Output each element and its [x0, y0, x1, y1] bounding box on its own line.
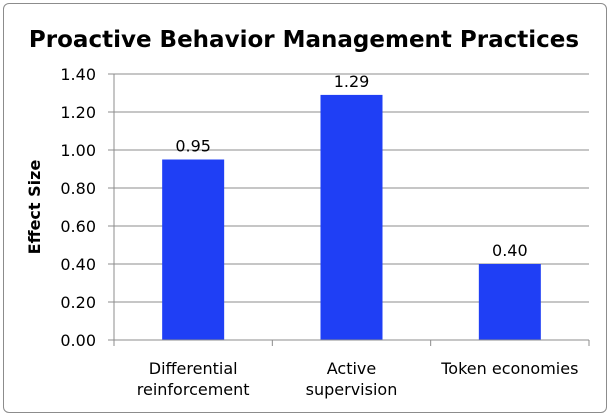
bar [478, 264, 541, 340]
y-tick-label: 0.40 [60, 255, 96, 274]
chart-title: Proactive Behavior Management Practices [29, 27, 579, 53]
chart-frame [3, 3, 607, 413]
y-tick-label: 0.60 [60, 217, 96, 236]
x-axis-categories: Differential reinforcement Active supervisi… [137, 359, 579, 399]
data-label: 1.29 [334, 72, 370, 91]
y-tick-label: 0.80 [60, 179, 96, 198]
data-label: 0.95 [175, 137, 211, 156]
category-label: Token economies [440, 359, 578, 378]
y-tick-label: 1.00 [60, 141, 96, 160]
data-label: 0.40 [492, 241, 528, 260]
category-label: Differential reinforcement [137, 359, 250, 399]
category-label: Active supervision [306, 359, 398, 399]
y-tick-label: 1.20 [60, 103, 96, 122]
y-axis-ticks: 0.00 0.20 0.40 0.60 0.80 1.00 1.20 1.40 [60, 65, 96, 350]
bar [162, 159, 225, 340]
bar [320, 94, 383, 341]
y-tick-label: 0.20 [60, 293, 96, 312]
y-tick-label: 1.40 [60, 65, 96, 84]
data-labels: 0.95 1.29 0.40 [175, 72, 527, 260]
y-axis-label: Effect Size [25, 160, 44, 255]
axes [108, 73, 590, 346]
y-tick-label: 0.00 [60, 331, 96, 350]
bars [162, 94, 541, 341]
